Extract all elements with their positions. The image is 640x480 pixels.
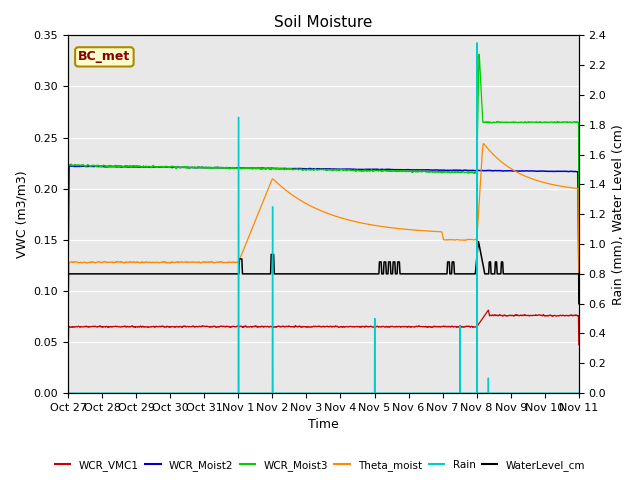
WaterLevel_cm (287, 271, 295, 277)
Line: WCR_VMC1: WCR_VMC1 (68, 310, 579, 360)
WCR_Moist2 (287, 166, 295, 171)
WCR_Moist3 (575, 228, 582, 234)
WCR_Moist2 (415, 167, 422, 173)
WCR_Moist3 (292, 166, 300, 172)
WCR_Moist2 (575, 272, 582, 278)
WaterLevel_cm (475, 239, 483, 244)
Rain (415, 390, 422, 396)
WCR_Moist2 (292, 166, 300, 171)
WaterLevel_cm (392, 271, 400, 277)
Y-axis label: VWC (m3/m3): VWC (m3/m3) (15, 170, 28, 258)
WCR_Moist3 (287, 166, 295, 172)
WCR_VMC1 (129, 324, 137, 330)
Line: WCR_Moist2: WCR_Moist2 (68, 166, 579, 275)
WCR_Moist2 (68, 163, 76, 169)
Rain (473, 40, 481, 46)
Rain (287, 390, 295, 396)
WCR_VMC1 (292, 323, 300, 329)
WCR_Moist3 (476, 51, 483, 57)
WaterLevel_cm (575, 301, 582, 307)
WCR_VMC1 (64, 357, 72, 362)
WCR_Moist3 (129, 163, 137, 169)
Rain (64, 390, 72, 396)
Text: BC_met: BC_met (78, 50, 131, 63)
WCR_VMC1 (415, 324, 422, 329)
Theta_moist (392, 226, 400, 231)
Theta_moist (292, 194, 300, 200)
WCR_VMC1 (332, 323, 339, 329)
Theta_moist (415, 228, 422, 233)
WCR_Moist2 (332, 166, 339, 172)
Theta_moist (287, 192, 295, 197)
Theta_moist (480, 141, 488, 146)
Legend: WCR_VMC1, WCR_Moist2, WCR_Moist3, Theta_moist, Rain, WaterLevel_cm: WCR_VMC1, WCR_Moist2, WCR_Moist3, Theta_… (51, 456, 589, 475)
Title: Soil Moisture: Soil Moisture (275, 15, 372, 30)
WCR_Moist2 (129, 164, 137, 170)
WaterLevel_cm (292, 271, 300, 277)
Line: WaterLevel_cm: WaterLevel_cm (68, 241, 579, 334)
WaterLevel_cm (332, 271, 339, 277)
WCR_Moist2 (392, 167, 400, 172)
WCR_VMC1 (575, 342, 582, 348)
Rain (292, 390, 300, 396)
WCR_Moist3 (392, 168, 400, 174)
Y-axis label: Rain (mm), Water Level (cm): Rain (mm), Water Level (cm) (612, 124, 625, 305)
WaterLevel_cm (129, 271, 137, 277)
Theta_moist (332, 213, 339, 219)
Line: Theta_moist: Theta_moist (68, 144, 579, 328)
Theta_moist (575, 271, 582, 276)
Line: WCR_Moist3: WCR_Moist3 (68, 54, 579, 257)
WCR_Moist3 (64, 254, 72, 260)
WCR_Moist2 (64, 269, 72, 275)
WCR_VMC1 (392, 324, 400, 330)
Theta_moist (64, 325, 72, 331)
Rain (392, 390, 400, 396)
Rain (575, 390, 582, 396)
WCR_Moist3 (415, 168, 422, 174)
Line: Rain: Rain (68, 43, 579, 393)
WCR_VMC1 (287, 324, 295, 329)
Rain (332, 390, 339, 396)
Rain (129, 390, 137, 396)
WaterLevel_cm (415, 271, 422, 277)
WCR_Moist3 (332, 167, 339, 173)
Theta_moist (129, 259, 137, 265)
WCR_VMC1 (484, 307, 492, 313)
X-axis label: Time: Time (308, 419, 339, 432)
WaterLevel_cm (64, 331, 72, 336)
